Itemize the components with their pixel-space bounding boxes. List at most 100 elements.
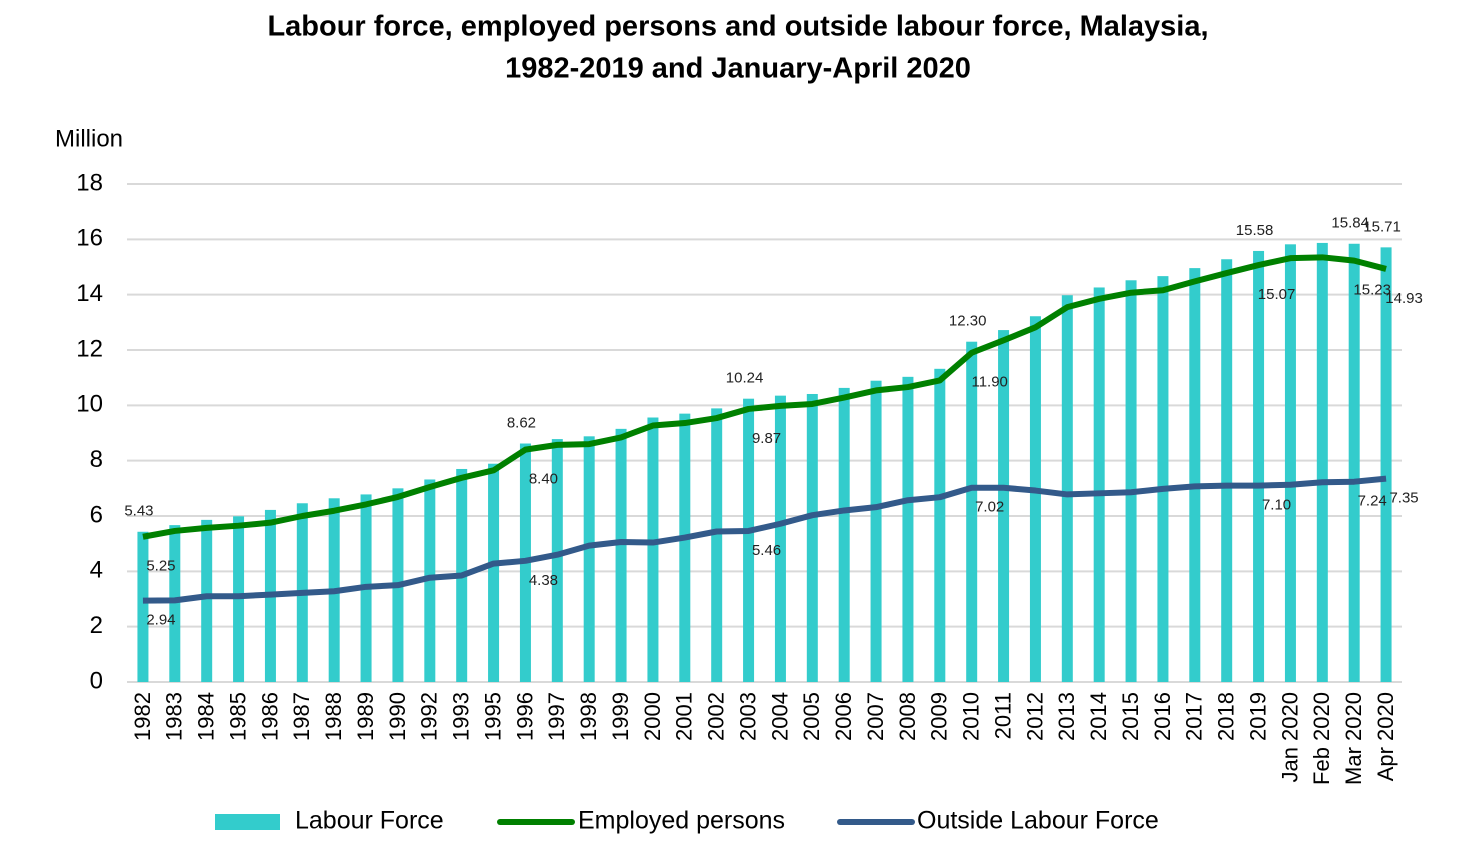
data-label: 4.38 [529, 572, 558, 589]
x-tick-label: 2015 [1118, 692, 1143, 741]
x-tick-label: 2000 [640, 692, 665, 741]
bar [966, 341, 978, 682]
x-tick-label: 2010 [959, 692, 984, 741]
data-label: 7.24 [1358, 493, 1387, 510]
x-tick-label: Feb 2020 [1309, 692, 1334, 785]
bar [934, 368, 946, 682]
bar [1348, 243, 1360, 682]
bar [1029, 316, 1041, 682]
x-tick-label: 2002 [704, 692, 729, 741]
bar [1189, 268, 1201, 682]
y-tick-label: 0 [90, 667, 103, 694]
bar [1380, 247, 1392, 682]
x-tick-label: Apr 2020 [1373, 692, 1398, 781]
chart-title: Labour force, employed persons and outsi… [267, 11, 1208, 43]
data-label: 10.24 [726, 370, 764, 387]
data-label: 2.94 [146, 612, 175, 629]
y-tick-label: 14 [76, 280, 103, 307]
x-tick-label: 2006 [831, 692, 856, 741]
y-tick-label: 18 [76, 169, 103, 196]
x-tick-label: 1986 [257, 692, 282, 741]
x-tick-label: 1989 [353, 692, 378, 741]
bar [870, 380, 882, 682]
data-label: 8.62 [507, 414, 536, 431]
data-label: 9.87 [752, 430, 781, 447]
x-tick-label: 1984 [194, 692, 219, 741]
data-label: 12.30 [949, 313, 987, 330]
line [142, 254, 1387, 540]
bar [1316, 242, 1328, 682]
data-label: 5.46 [752, 542, 781, 559]
data-label: 15.23 [1353, 282, 1391, 299]
bar [201, 519, 213, 682]
bar [615, 428, 627, 682]
data-label: 8.40 [529, 471, 558, 488]
y-tick-label: 8 [90, 446, 103, 473]
data-label: 15.71 [1363, 218, 1401, 235]
bar [838, 387, 850, 682]
data-label: 11.90 [971, 374, 1007, 391]
x-tick-label: 2001 [672, 692, 697, 741]
bar [169, 525, 181, 682]
bar [583, 436, 595, 682]
bar [551, 439, 563, 682]
bar [1284, 244, 1296, 682]
x-tick-label: 1993 [449, 692, 474, 741]
bar [1125, 280, 1137, 682]
bar [1093, 287, 1105, 682]
data-label: 7.10 [1262, 497, 1291, 514]
data-label: 7.35 [1389, 490, 1418, 507]
data-label: 15.07 [1258, 286, 1296, 303]
data-label: 7.02 [975, 499, 1004, 516]
line [142, 475, 1387, 604]
bar [806, 393, 818, 682]
data-label: 14.93 [1385, 290, 1423, 307]
x-tick-label: 2011 [990, 692, 1015, 739]
bar [488, 463, 500, 682]
bar [998, 330, 1010, 682]
x-tick-label: 2013 [1054, 692, 1079, 741]
x-tick-label: 2014 [1086, 692, 1111, 741]
x-tick-label: 1992 [417, 692, 442, 741]
bar [1221, 259, 1233, 682]
bar [137, 531, 149, 682]
bar [647, 417, 659, 682]
x-tick-label: Jan 2020 [1277, 692, 1302, 783]
x-tick-label: 1982 [130, 692, 155, 741]
x-tick-label: 2017 [1182, 692, 1207, 741]
bar [711, 408, 723, 682]
bar [1253, 250, 1265, 682]
y-tick-label: 12 [76, 335, 103, 362]
y-tick-label: 4 [90, 557, 103, 584]
chart-title: 1982-2019 and January-April 2020 [505, 53, 971, 85]
y-tick-label: 6 [90, 501, 103, 528]
x-tick-label: 1999 [608, 692, 633, 741]
x-tick-label: Mar 2020 [1341, 692, 1366, 785]
x-tick-label: 2012 [1022, 692, 1047, 741]
legend-label: Outside Labour Force [917, 807, 1159, 835]
x-tick-label: 2018 [1214, 692, 1239, 741]
x-tick-label: 1996 [512, 692, 537, 741]
bar [1061, 295, 1073, 682]
data-label: 5.25 [146, 558, 175, 575]
x-tick-label: 1985 [225, 692, 250, 741]
x-tick-label: 2019 [1245, 692, 1270, 741]
y-tick-label: 10 [76, 391, 103, 418]
x-tick-label: 2009 [927, 692, 952, 741]
y-tick-label: 16 [76, 225, 103, 252]
data-label: 15.58 [1236, 222, 1274, 239]
data-label: 15.84 [1331, 215, 1369, 232]
x-tick-label: 1987 [289, 692, 314, 741]
x-tick-label: 2005 [799, 692, 824, 741]
bar [902, 376, 914, 682]
legend-label: Labour Force [295, 807, 444, 835]
y-tick-label: 2 [90, 612, 103, 639]
x-tick-label: 2004 [767, 692, 792, 741]
x-tick-label: 1990 [385, 692, 410, 741]
x-tick-label: 1983 [162, 692, 187, 741]
data-label: 5.43 [124, 503, 153, 520]
x-tick-label: 1998 [576, 692, 601, 741]
bar [743, 398, 755, 682]
y-axis-label: Million [55, 125, 123, 152]
